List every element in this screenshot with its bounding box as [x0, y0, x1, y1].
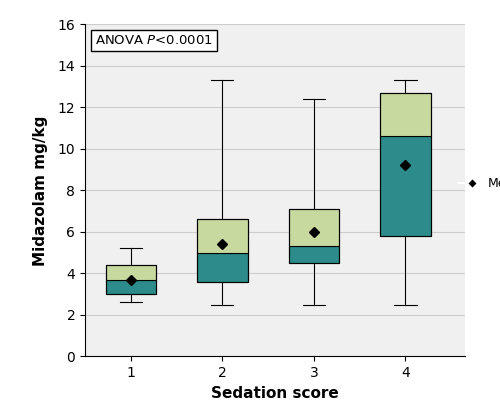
X-axis label: Sedation score: Sedation score: [211, 386, 339, 401]
Bar: [288, 209, 339, 246]
Bar: [288, 246, 339, 263]
Bar: [197, 253, 248, 282]
Bar: [106, 279, 156, 294]
Bar: [380, 93, 430, 236]
Bar: [106, 265, 156, 294]
Bar: [288, 209, 339, 263]
Bar: [380, 93, 430, 136]
Bar: [197, 220, 248, 282]
Text: Midazolam mg/kg: Midazolam mg/kg: [34, 115, 48, 266]
Bar: [197, 220, 248, 253]
Legend: Mean: Mean: [454, 172, 500, 195]
Bar: [380, 136, 430, 236]
Text: ANOVA $P$<0.0001: ANOVA $P$<0.0001: [94, 34, 212, 47]
Bar: [106, 265, 156, 279]
